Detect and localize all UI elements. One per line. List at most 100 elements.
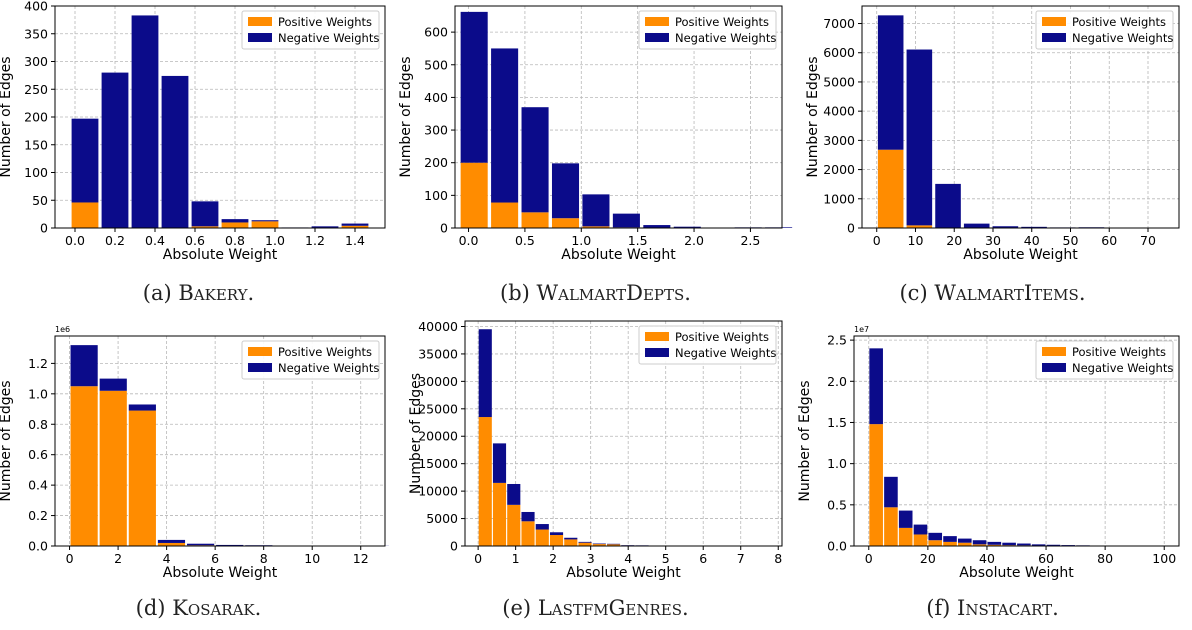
- axes-frame: [853, 335, 1180, 547]
- bar-positive: [549, 535, 564, 546]
- y-tick-label: 200: [24, 110, 48, 125]
- bar-positive: [906, 225, 933, 228]
- y-tick-label: 0.0: [827, 539, 847, 554]
- y-tick-label: 1.2: [28, 356, 48, 371]
- caption-tag: (d): [135, 596, 166, 620]
- x-tick-label: 60: [1101, 233, 1117, 248]
- x-tick-label: 50: [1063, 233, 1079, 248]
- panel-bakery: 0.0 0.2 0.4 0.6 0.8 1.0 1.2 1.4 0 50 100 150 200 250 3…: [0, 0, 397, 315]
- x-tick-label: 2: [114, 551, 122, 566]
- y-tick-label: 5000: [426, 511, 458, 526]
- y-tick-label: 150: [24, 137, 48, 152]
- x-tick-label: 1: [512, 551, 520, 566]
- y-tick-label: 0: [847, 221, 855, 236]
- y-tick-label: 10000: [418, 484, 458, 499]
- x-tick-label: 60: [1038, 551, 1054, 566]
- bar-negative: [898, 510, 913, 528]
- y-tick-label: 30000: [418, 374, 458, 389]
- legend-label: Positive Weights: [278, 15, 372, 29]
- bar-negative: [935, 183, 961, 228]
- x-tick-label: 4: [163, 551, 171, 566]
- x-tick-label: 10: [908, 233, 924, 248]
- legend-label: Negative Weights: [675, 31, 776, 45]
- x-tick-label: 8: [774, 551, 782, 566]
- legend-label: Positive Weights: [675, 330, 769, 344]
- y-tick-label: 250: [24, 82, 48, 97]
- y-axis-label: Number of Edges: [797, 380, 813, 501]
- legend-swatch: [248, 17, 272, 26]
- bar-negative: [963, 223, 990, 228]
- bar-negative: [70, 345, 98, 387]
- y-tick-label: 200: [424, 155, 448, 170]
- legend-box: [638, 325, 777, 365]
- bar-positive: [928, 540, 943, 546]
- x-tick-label: 70: [1140, 233, 1156, 248]
- y-tick-label: 5000: [823, 74, 855, 89]
- chart-lastfmgenres: 0 1 2 3 4 5 6 7 8 0 5000 10000 15000 20000 25000 30000 3…: [408, 319, 783, 581]
- bar-positive: [869, 424, 883, 546]
- x-tick-label: 7: [737, 551, 745, 566]
- sci-offset-label: 1e6: [55, 325, 70, 334]
- chart-kosarak: 0 2 4 6 8 10 12 0.0 0.2 0.4 0.6 0.8 1.0 1.2 1e6 Absolut…: [0, 325, 389, 581]
- y-tick-label: 1000: [823, 191, 855, 206]
- panel-walmartdepts: 0.0 0.5 1.0 1.5 2.0 2.5 0 100 200 300 400 500 600 Abs…: [397, 0, 794, 315]
- bar-negative: [992, 226, 1019, 228]
- caption-name: WalmartDepts: [536, 281, 685, 305]
- legend-box: [1035, 10, 1174, 50]
- caption-name: Bakery: [178, 281, 248, 305]
- y-tick-label: 6000: [823, 45, 855, 60]
- bar-negative: [987, 541, 1002, 545]
- bar-positive: [478, 417, 492, 546]
- bar-negative: [592, 543, 606, 545]
- caption-end: .: [682, 596, 689, 620]
- legend-label: Positive Weights: [1072, 345, 1166, 359]
- y-axis-label: Number of Edges: [805, 56, 821, 177]
- y-axis-label: Number of Edges: [0, 56, 14, 177]
- x-tick-label: 3: [587, 551, 595, 566]
- legend-box: [1035, 340, 1174, 380]
- x-tick-label: 0.8: [225, 233, 245, 248]
- legend-swatch: [1042, 33, 1066, 42]
- legend-swatch: [248, 363, 272, 372]
- bar-negative: [1021, 226, 1047, 228]
- chart-instacart: 0 20 40 60 80 100 0.0 0.5 1.0 1.5 2.0 2.5 1e7 Absolut…: [797, 325, 1180, 581]
- legend-swatch: [645, 348, 669, 357]
- y-tick-label: 0.2: [28, 508, 48, 523]
- y-tick-label: 35000: [418, 346, 458, 361]
- bar-positive: [491, 202, 519, 228]
- bar-positive: [157, 542, 186, 546]
- bar-positive: [341, 225, 369, 228]
- x-tick-label: 0.4: [145, 233, 165, 248]
- x-tick-label: 1.2: [305, 233, 325, 248]
- axes-frame: [464, 320, 783, 547]
- chart-bakery: 0.0 0.2 0.4 0.6 0.8 1.0 1.2 1.4 0 50 100 150 200 250 3…: [0, 0, 386, 263]
- legend-swatch: [645, 332, 669, 341]
- y-tick-label: 400: [24, 0, 48, 14]
- caption-tag: (a): [142, 281, 172, 305]
- legend-label: Negative Weights: [278, 31, 379, 45]
- x-tick-label: 0.2: [105, 233, 125, 248]
- x-tick-label: 1.5: [628, 233, 648, 248]
- x-tick-label: 1.0: [265, 233, 285, 248]
- x-tick-label: 20: [946, 233, 962, 248]
- bar-negative: [869, 348, 883, 425]
- caption-end: .: [1078, 281, 1086, 305]
- bar-negative: [643, 225, 671, 228]
- x-tick-label: 100: [1152, 551, 1176, 566]
- y-tick-label: 0.8: [28, 417, 48, 432]
- caption-name: Kosarak: [172, 596, 255, 620]
- y-tick-label: 20000: [418, 429, 458, 444]
- caption-end: .: [1052, 596, 1059, 620]
- y-tick-label: 100: [424, 188, 448, 203]
- y-tick-label: 400: [424, 90, 448, 105]
- caption-kosarak: (d) Kosarak.: [0, 596, 397, 620]
- bar-positive: [898, 527, 913, 546]
- bar-negative: [311, 226, 339, 228]
- x-tick-label: 2.0: [684, 233, 704, 248]
- panel-walmartitems: 0 10 20 30 40 50 60 70 0 1000 2000 3000 4000 5000 6000…: [794, 0, 1191, 315]
- bar-positive: [191, 226, 219, 228]
- bar-positive: [884, 507, 898, 546]
- chart-walmartdepts: 0.0 0.5 1.0 1.5 2.0 2.5 0 100 200 300 400 500 600 Abs…: [398, 5, 793, 263]
- y-tick-label: 500: [424, 57, 448, 72]
- y-axis-label: Number of Edges: [0, 380, 14, 501]
